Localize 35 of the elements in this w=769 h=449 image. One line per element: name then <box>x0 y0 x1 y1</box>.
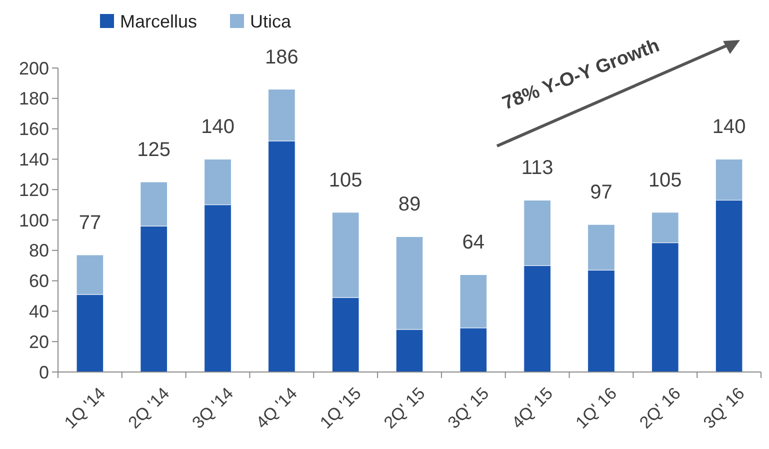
x-tick-label: 2Q' 16 <box>636 384 684 432</box>
x-tick-label: 4Q' 15 <box>508 384 557 432</box>
total-label: 140 <box>712 116 746 138</box>
total-label: 97 <box>590 182 612 204</box>
legend-label: Marcellus <box>120 11 198 32</box>
x-tick-label: 1Q '14 <box>60 384 110 432</box>
y-tick-label: 20 <box>28 332 49 352</box>
total-label: 113 <box>521 157 554 180</box>
y-tick-label: 60 <box>28 271 49 292</box>
x-tick-label: 2Q' 15 <box>380 384 429 432</box>
x-tick-label: 2Q '14 <box>124 384 174 432</box>
x-tick-label: 1Q' 16 <box>572 384 620 432</box>
total-label: 140 <box>201 116 234 138</box>
x-tick-label: 3Q' 16 <box>700 384 748 432</box>
y-tick-label: 200 <box>18 58 49 78</box>
x-tick-label: 1Q '15 <box>316 384 365 432</box>
x-tick-label: 3Q '14 <box>188 384 238 432</box>
total-label: 77 <box>78 212 102 234</box>
y-tick-label: 80 <box>28 240 49 261</box>
total-label: 89 <box>398 194 421 216</box>
x-tick-label: 3Q' 15 <box>444 384 493 432</box>
y-tick-label: 140 <box>18 150 49 170</box>
y-tick-label: 40 <box>28 302 49 322</box>
y-tick-label: 0 <box>38 362 49 382</box>
total-label: 64 <box>462 232 485 254</box>
total-label: 105 <box>648 169 682 192</box>
y-tick-label: 100 <box>18 210 49 230</box>
total-label: 125 <box>137 139 171 161</box>
y-tick-label: 180 <box>18 88 49 109</box>
y-tick-label: 160 <box>18 119 49 140</box>
legend-label: Utica <box>250 11 292 32</box>
y-tick-label: 120 <box>18 180 49 200</box>
total-label: 186 <box>264 46 298 68</box>
x-tick-label: 4Q '14 <box>252 384 301 432</box>
total-label: 105 <box>328 169 362 192</box>
